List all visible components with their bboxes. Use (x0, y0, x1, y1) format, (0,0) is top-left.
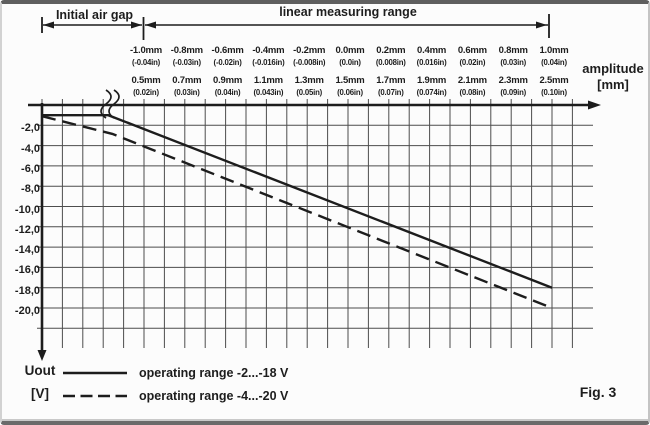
y-tick-label: -20,0 (14, 305, 40, 317)
x-tick-label-in2: (0.04in) (214, 88, 241, 97)
x-tick-label-mm: -0.6mm (211, 45, 244, 56)
figure-number: Fig. 3 (579, 384, 617, 400)
x-tick-label-mm: -0.2mm (293, 45, 326, 56)
x-tick-label-in2: (0.02in) (133, 88, 159, 97)
x-tick-label-in: (-0.03in) (172, 58, 201, 67)
amplitude-axis-label: amplitude [mm] (578, 61, 648, 93)
x-axis-arrow (588, 100, 601, 110)
x-tick-label-mm: 1.0mm (539, 45, 569, 56)
legend-row: operating range -4...-20 V (62, 389, 288, 403)
x-tick-label-mm: 0.2mm (376, 45, 406, 56)
x-tick-label-in: (0.008in) (375, 58, 406, 67)
x-tick-label-in2: (0.06in) (337, 88, 363, 97)
y-tick-label: -8,0 (21, 183, 40, 196)
x-tick-label-in2: (0.043in) (253, 88, 284, 97)
series-line-dashed (41, 115, 553, 310)
legend-solid-line-sample (63, 371, 127, 375)
y-tick-label: -16,0 (14, 264, 40, 277)
x-tick-label-mm: 0.0mm (335, 45, 365, 56)
uout-axis-label: Uout (24, 363, 56, 378)
x-tick-label-in: (0.04in) (541, 58, 567, 67)
x-tick-label-mm2: 0.7mm (172, 75, 202, 86)
x-tick-label-in: (0.0in) (339, 58, 361, 67)
x-tick-label-mm: -0.8mm (170, 45, 203, 56)
amplitude-text: amplitude (582, 61, 644, 76)
x-tick-label-mm2: 1.5mm (335, 75, 365, 86)
y-axis-arrow (37, 350, 47, 361)
x-tick-label-in: (0.02in) (459, 58, 486, 67)
amplitude-unit: [mm] (597, 77, 629, 92)
linear-measuring-range-label: linear measuring range (279, 5, 417, 19)
series-line-solid (42, 113, 553, 289)
x-tick-label-mm2: 2.1mm (457, 75, 487, 86)
x-tick-label-in: (-0.04in) (131, 58, 161, 67)
dimension-arrow-left (145, 21, 156, 29)
x-tick-label-mm2: 1.3mm (294, 75, 324, 86)
x-tick-label-mm: -1.0mm (129, 45, 163, 56)
x-tick-label-in2: (0.10in) (541, 88, 567, 97)
initial-air-gap-label: Initial air gap (55, 8, 134, 22)
legend-row: operating range -2...-18 V (62, 366, 288, 380)
x-tick-label-mm: 0.6mm (457, 45, 487, 56)
x-tick-label-mm2: 0.9mm (213, 75, 243, 86)
dimension-arrow-right (131, 21, 142, 29)
x-tick-label-mm2: 0.5mm (131, 75, 161, 86)
dimension-arrow-right (536, 21, 547, 29)
dimension-arrow-left (43, 21, 54, 29)
y-tick-label: -2,0 (21, 122, 40, 135)
x-tick-label-in: (-0.016in) (252, 58, 285, 67)
x-tick-label-in2: (0.03in) (173, 88, 200, 97)
legend-label: operating range -4...-20 V (139, 389, 289, 403)
y-tick-label: -4,0 (21, 142, 40, 155)
x-tick-label-mm2: 1.9mm (417, 75, 447, 86)
x-tick-label-mm: 0.4mm (417, 45, 447, 56)
y-tick-label: -12,0 (14, 223, 40, 236)
y-tick-label: -14,0 (14, 244, 40, 257)
legend-label: operating range -2...-18 V (139, 366, 289, 380)
axis-break-mark (108, 89, 120, 119)
x-tick-label-mm2: 2.5mm (539, 75, 569, 86)
y-tick-label: -18,0 (14, 284, 40, 297)
x-tick-label-in2: (0.08in) (459, 88, 486, 97)
y-tick-label: -6,0 (21, 162, 40, 175)
x-tick-label-in: (0.03in) (500, 58, 527, 67)
x-tick-label-in2: (0.09in) (500, 88, 527, 97)
x-tick-label-in2: (0.05in) (296, 88, 323, 97)
x-tick-label-mm2: 1.7mm (376, 75, 406, 86)
y-tick-label: -10,0 (14, 203, 40, 216)
uout-axis-unit: [V] (31, 386, 49, 401)
x-tick-label-in2: (0.074in) (416, 88, 447, 97)
x-tick-label-mm: -0.4mm (252, 45, 285, 56)
x-tick-label-mm2: 1.1mm (253, 75, 283, 86)
x-tick-label-mm2: 2.3mm (498, 75, 528, 86)
x-tick-label-in: (0.016in) (416, 58, 447, 67)
x-tick-label-in: (-0.02in) (213, 58, 242, 67)
x-tick-label-mm: 0.8mm (498, 45, 528, 56)
x-tick-label-in: (-0.008in) (293, 58, 326, 67)
legend-dashed-line-sample (63, 394, 127, 398)
x-tick-label-in2: (0.07in) (377, 88, 404, 97)
